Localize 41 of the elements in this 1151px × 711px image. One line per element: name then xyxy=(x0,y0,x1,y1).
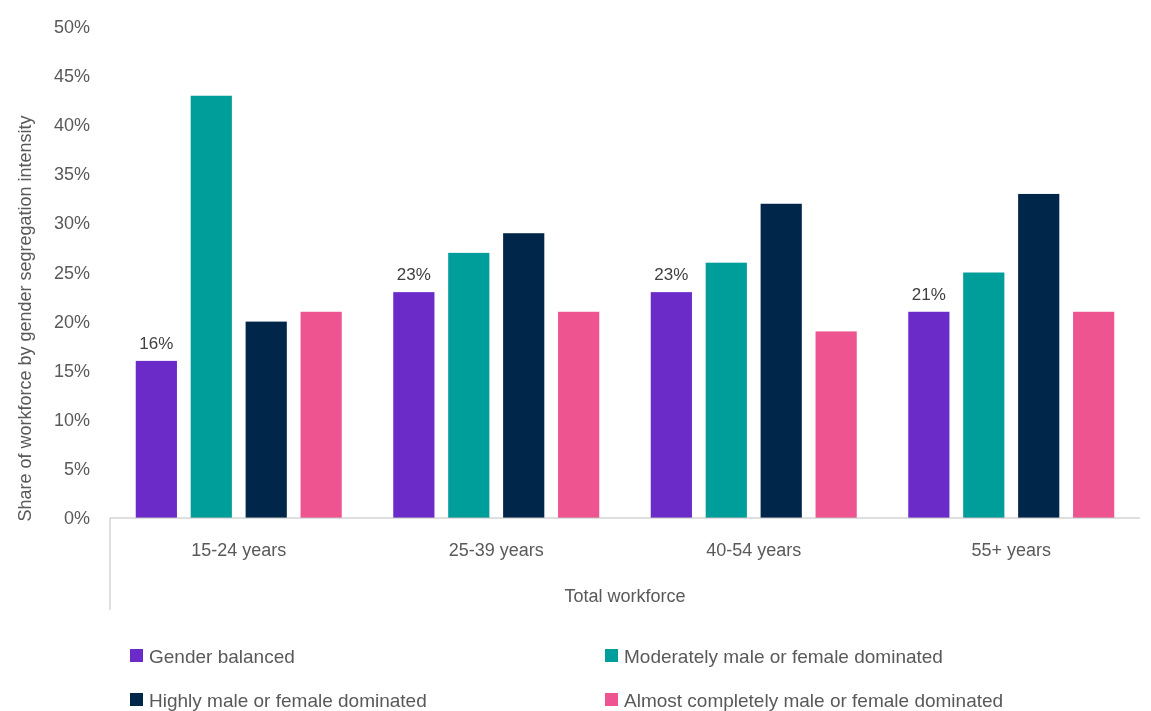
bar xyxy=(760,203,802,518)
legend-label: Almost completely male or female dominated xyxy=(624,689,1004,711)
x-tick-label: 40-54 years xyxy=(706,540,802,560)
x-axis-title: Total workforce xyxy=(564,586,686,606)
data-label: 21% xyxy=(911,284,946,304)
y-tick-label: 10% xyxy=(53,409,90,430)
bar xyxy=(135,360,177,518)
data-label: 23% xyxy=(396,265,431,285)
y-tick-label: 15% xyxy=(53,360,90,381)
bar xyxy=(1073,311,1115,518)
bar xyxy=(190,95,232,518)
y-tick-label: 30% xyxy=(53,213,90,234)
legend-label: Gender balanced xyxy=(149,645,295,667)
data-label: 16% xyxy=(139,333,174,353)
y-tick-label: 5% xyxy=(63,458,90,479)
bar xyxy=(448,252,490,518)
bar xyxy=(245,321,287,518)
bar xyxy=(963,272,1005,518)
x-tick-label: 15-24 years xyxy=(191,540,287,560)
bar xyxy=(705,262,747,518)
bar xyxy=(558,311,600,518)
y-tick-label: 0% xyxy=(63,508,90,528)
legend-label: Moderately male or female dominated xyxy=(624,645,943,667)
y-tick-label: 50% xyxy=(53,17,90,37)
y-tick-label: 35% xyxy=(53,164,90,185)
bar xyxy=(393,292,435,518)
bar xyxy=(503,233,545,518)
y-tick-label: 45% xyxy=(53,66,90,87)
bar xyxy=(1018,193,1060,518)
y-tick-label: 20% xyxy=(53,311,90,332)
y-axis-title: Share of workforce by gender segregation intensity xyxy=(15,115,35,522)
x-tick-label: 55+ years xyxy=(971,540,1052,560)
y-tick-label: 40% xyxy=(53,115,90,136)
legend-label: Highly male or female dominated xyxy=(149,689,427,711)
bar xyxy=(815,331,857,518)
bar xyxy=(300,311,342,518)
data-label: 23% xyxy=(654,265,689,285)
bar xyxy=(908,311,950,518)
x-tick-label: 25-39 years xyxy=(448,540,544,560)
y-tick-label: 25% xyxy=(53,262,90,283)
bar xyxy=(650,292,692,518)
